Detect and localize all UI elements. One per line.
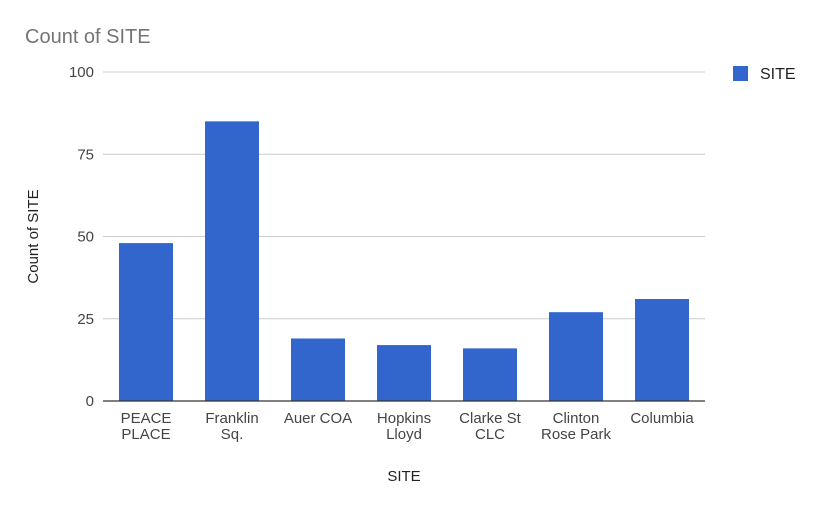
x-tick-label: Columbia [630,410,694,427]
x-tick-label: Franklin Sq. [205,410,258,443]
y-tick-label: 100 [69,64,94,81]
y-axis-ticks: 0 25 50 75 100 [69,64,94,410]
bar [463,348,517,401]
bar [635,299,689,401]
x-axis-label: SITE [387,468,420,485]
x-tick-label: Auer COA [284,410,352,427]
y-tick-label: 25 [77,311,94,328]
y-tick-label: 50 [77,229,94,246]
y-axis-label: Count of SITE [25,189,42,283]
chart-title: Count of SITE [25,26,151,48]
bar [119,243,173,401]
bar [205,121,259,401]
x-axis-ticks: PEACE PLACE Franklin Sq. Auer COA Hopkins Lloy… [121,410,695,443]
gridlines [103,71,705,320]
x-tick-label: Clinton Rose Park [541,410,612,443]
x-tick-label: Hopkins Lloyd [377,410,431,443]
legend-label-site: SITE [760,66,796,83]
legend: SITE [733,66,796,83]
y-tick-label: 75 [77,146,94,163]
legend-swatch-site [733,66,748,81]
bars [119,121,689,401]
y-tick-label: 0 [86,393,94,410]
x-tick-label: PEACE PLACE [121,410,172,443]
x-tick-label: Clarke St CLC [459,410,522,443]
bar [377,345,431,401]
bar [291,338,345,401]
bar [549,312,603,401]
